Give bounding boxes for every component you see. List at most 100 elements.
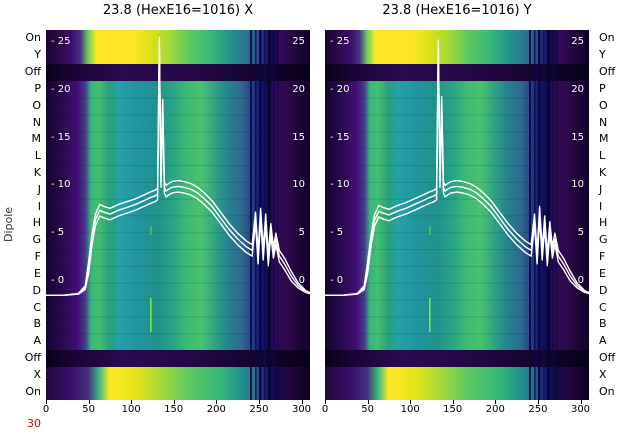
row-label: E xyxy=(34,266,41,280)
row-label: C xyxy=(33,300,41,314)
bright-green-markers xyxy=(429,226,431,332)
row-label: M xyxy=(599,132,609,146)
row-label: P xyxy=(34,81,41,95)
profile-trace-x xyxy=(46,36,310,296)
profile-trace-y xyxy=(325,39,589,296)
row-label: D xyxy=(599,283,608,297)
heatmap-image-x xyxy=(46,30,310,400)
row-label: G xyxy=(599,233,608,247)
inner-ytick-right: 10 xyxy=(571,179,584,191)
x-tick-label: 300 xyxy=(291,404,312,415)
x-tick-mark xyxy=(580,400,582,404)
inner-ytick-left: - 10 xyxy=(51,179,71,191)
inner-ytick-right: 15 xyxy=(292,131,305,143)
row-label: X xyxy=(33,367,41,381)
x-tick-label: 50 xyxy=(82,404,95,415)
row-label: H xyxy=(599,216,608,230)
x-tick-label: 100 xyxy=(121,404,141,415)
x-tick-mark xyxy=(216,400,218,404)
row-label: F xyxy=(599,250,606,263)
row-label: E xyxy=(599,266,606,280)
inner-ytick-left: - 0 xyxy=(330,275,344,286)
x-tick-label: 200 xyxy=(485,404,505,415)
band-off-lower xyxy=(325,350,589,367)
row-labels-left: On Y Off P O N M L K J I H G F E D C B A Off X On xyxy=(0,0,41,440)
row-label: N xyxy=(32,115,41,129)
row-label: I xyxy=(599,199,603,213)
corner-value-label: 30 xyxy=(27,417,41,430)
row-labels-right: On Y Off P O N M L K J I H G F E D C B A Off X On xyxy=(596,0,640,440)
inner-ytick-right: 0 xyxy=(298,275,305,286)
row-label: F xyxy=(34,250,41,263)
x-tick-label: 50 xyxy=(361,404,374,415)
row-label: G xyxy=(32,233,41,247)
x-tick-mark xyxy=(495,400,497,404)
band-top-bright xyxy=(325,30,589,64)
row-label: A xyxy=(33,334,41,348)
row-label: J xyxy=(599,182,603,196)
row-label: Y xyxy=(34,48,41,62)
x-tick-mark xyxy=(173,400,175,404)
row-label: H xyxy=(32,216,41,230)
inner-ytick-left: - 20 xyxy=(330,83,350,95)
row-label: B xyxy=(599,317,607,331)
x-tick-label: 150 xyxy=(164,404,184,415)
inner-ytick-right: 10 xyxy=(292,179,305,191)
inner-ytick-right: 20 xyxy=(292,83,305,95)
x-axis-ticks-right: 0 50 100 150 200 250 300 xyxy=(322,400,590,418)
row-label: On xyxy=(599,384,615,398)
row-label: O xyxy=(599,98,608,112)
x-tick-mark xyxy=(131,400,133,404)
row-label: On xyxy=(25,384,41,398)
band-off-lower xyxy=(46,350,310,367)
band-off-upper xyxy=(325,64,589,81)
row-label: Off xyxy=(599,65,616,78)
inner-ytick-left: - 15 xyxy=(51,131,71,143)
plot-title-x: 23.8 (HexE16=1016) X xyxy=(102,3,254,18)
x-tick-mark xyxy=(325,400,326,404)
row-label: N xyxy=(599,115,608,129)
band-bottom-bright xyxy=(46,367,310,400)
x-tick-label: 150 xyxy=(443,404,463,415)
x-tick-mark xyxy=(301,400,303,404)
inner-ytick-right: 5 xyxy=(577,227,584,239)
row-label: K xyxy=(599,166,607,179)
inner-ytick-left: - 25 xyxy=(330,36,350,47)
inner-ytick-left: - 20 xyxy=(51,83,71,95)
x-tick-mark xyxy=(46,400,47,404)
row-grid-lines xyxy=(325,97,589,335)
row-label: D xyxy=(32,283,41,297)
row-label: A xyxy=(599,334,607,348)
inner-ytick-right: 25 xyxy=(571,36,584,47)
row-label: L xyxy=(34,149,41,163)
x-tick-mark xyxy=(88,400,90,404)
x-tick-mark xyxy=(410,400,412,404)
row-label: B xyxy=(33,317,41,331)
row-label: I xyxy=(37,199,41,213)
row-label: C xyxy=(599,300,607,314)
row-label: Off xyxy=(24,351,41,364)
row-label: O xyxy=(32,98,41,112)
x-tick-mark xyxy=(258,400,260,404)
heatmap-image-y xyxy=(325,30,589,400)
band-off-upper xyxy=(46,64,310,81)
row-label: X xyxy=(599,367,607,381)
row-label: J xyxy=(37,182,41,196)
row-label: Y xyxy=(599,48,606,62)
row-label: On xyxy=(25,31,41,45)
bright-green-markers xyxy=(150,226,152,332)
x-axis-ticks-left: 0 50 100 150 200 250 300 xyxy=(43,400,311,418)
band-bottom-bright xyxy=(325,367,589,400)
heatmap-plot-x[interactable]: - 25 25 - 20 20 - 15 15 - 10 10 - 5 5 - 0 0 xyxy=(46,30,310,400)
heatmap-plot-y[interactable]: - 25 25 - 20 20 - 15 15 - 10 10 - 5 5 - 0 0 xyxy=(325,30,589,400)
row-label: Off xyxy=(599,351,616,364)
x-tick-label: 250 xyxy=(528,404,548,415)
inner-ytick-right: 20 xyxy=(571,83,584,95)
band-top-bright xyxy=(46,30,310,64)
inner-ytick-left: - 10 xyxy=(330,179,350,191)
row-label: M xyxy=(31,132,42,146)
x-tick-mark xyxy=(537,400,539,404)
plot-title-y: 23.8 (HexE16=1016) Y xyxy=(382,3,532,18)
x-tick-label: 250 xyxy=(249,404,269,415)
